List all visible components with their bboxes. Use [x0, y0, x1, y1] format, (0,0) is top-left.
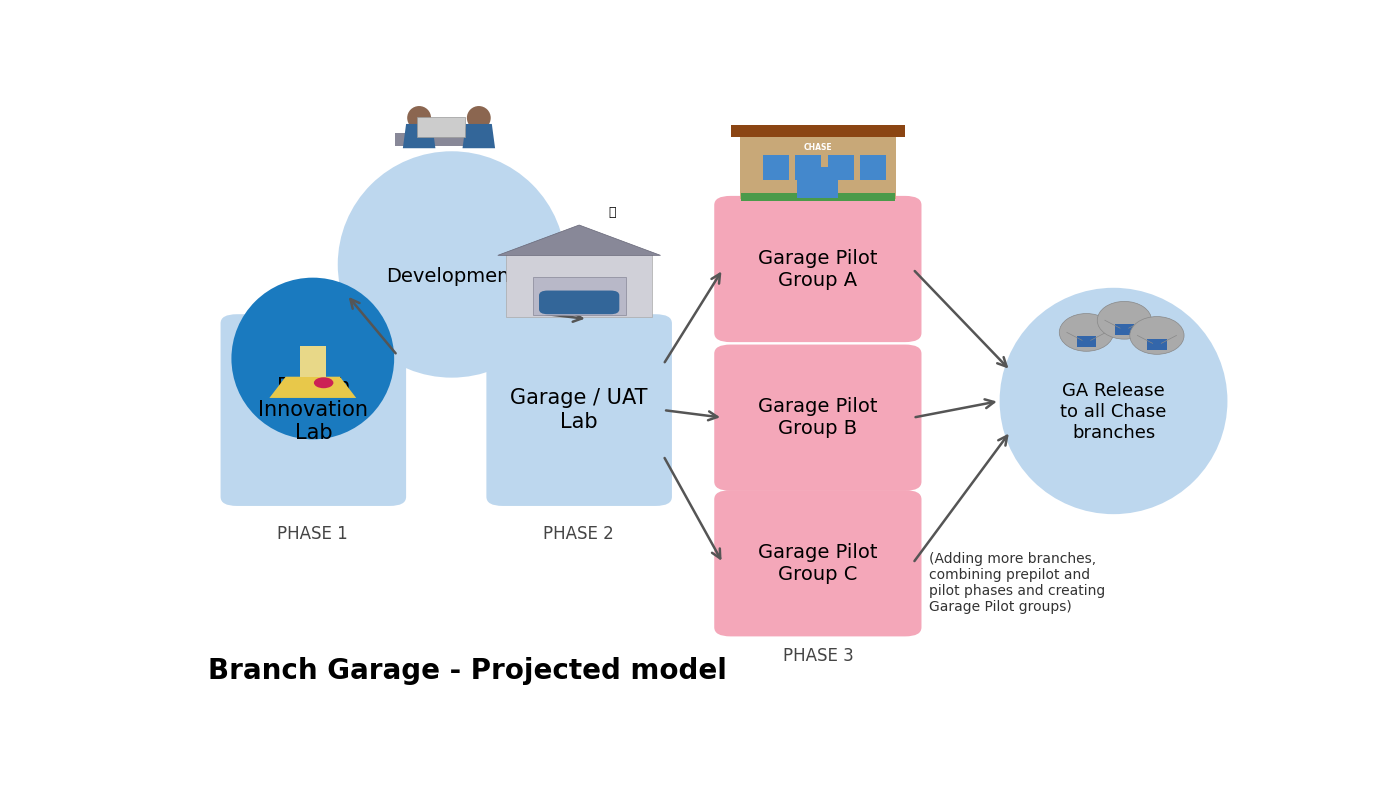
Ellipse shape — [231, 277, 395, 440]
Text: Development: Development — [386, 267, 517, 286]
FancyBboxPatch shape — [797, 167, 839, 199]
FancyBboxPatch shape — [539, 291, 619, 314]
FancyBboxPatch shape — [221, 314, 406, 506]
Polygon shape — [403, 124, 435, 148]
Text: Garage Pilot
Group B: Garage Pilot Group B — [759, 397, 878, 438]
FancyBboxPatch shape — [532, 277, 626, 315]
Ellipse shape — [1098, 301, 1151, 339]
Ellipse shape — [1130, 317, 1184, 355]
Text: GA Release
to all Chase
branches: GA Release to all Chase branches — [1060, 382, 1166, 442]
FancyBboxPatch shape — [739, 136, 896, 199]
Ellipse shape — [1060, 314, 1113, 351]
FancyBboxPatch shape — [763, 154, 788, 180]
FancyBboxPatch shape — [1114, 324, 1134, 335]
FancyBboxPatch shape — [417, 117, 465, 137]
FancyBboxPatch shape — [714, 196, 921, 342]
Text: CHASE: CHASE — [804, 143, 832, 152]
FancyBboxPatch shape — [395, 133, 491, 147]
Text: Garage / UAT
Lab: Garage / UAT Lab — [511, 388, 648, 432]
FancyBboxPatch shape — [795, 154, 822, 180]
FancyBboxPatch shape — [741, 193, 895, 202]
Text: PHASE 1: PHASE 1 — [277, 526, 349, 544]
Ellipse shape — [1000, 288, 1228, 514]
Ellipse shape — [314, 377, 333, 388]
Polygon shape — [269, 377, 356, 398]
Text: Garage Pilot
Group A: Garage Pilot Group A — [759, 248, 878, 289]
FancyBboxPatch shape — [714, 490, 921, 637]
Ellipse shape — [466, 106, 491, 130]
FancyBboxPatch shape — [714, 344, 921, 491]
Polygon shape — [498, 225, 661, 255]
Ellipse shape — [337, 151, 566, 377]
Polygon shape — [462, 124, 496, 148]
Text: 🔧: 🔧 — [608, 206, 616, 219]
FancyBboxPatch shape — [1147, 339, 1166, 350]
FancyBboxPatch shape — [827, 154, 854, 180]
Polygon shape — [731, 125, 904, 137]
Text: Branch Garage - Projected model: Branch Garage - Projected model — [207, 657, 727, 685]
Polygon shape — [300, 347, 326, 377]
FancyBboxPatch shape — [507, 255, 652, 318]
Text: (Adding more branches,
combining prepilot and
pilot phases and creating
Garage P: (Adding more branches, combining prepilo… — [930, 552, 1106, 615]
Text: PHASE 3: PHASE 3 — [783, 647, 854, 665]
FancyBboxPatch shape — [1077, 336, 1096, 347]
Text: Branch
Innovation
Lab: Branch Innovation Lab — [259, 377, 368, 444]
FancyBboxPatch shape — [486, 314, 672, 506]
Ellipse shape — [407, 106, 431, 130]
FancyBboxPatch shape — [860, 154, 886, 180]
Text: Garage Pilot
Group C: Garage Pilot Group C — [759, 543, 878, 584]
Text: PHASE 2: PHASE 2 — [543, 526, 615, 544]
